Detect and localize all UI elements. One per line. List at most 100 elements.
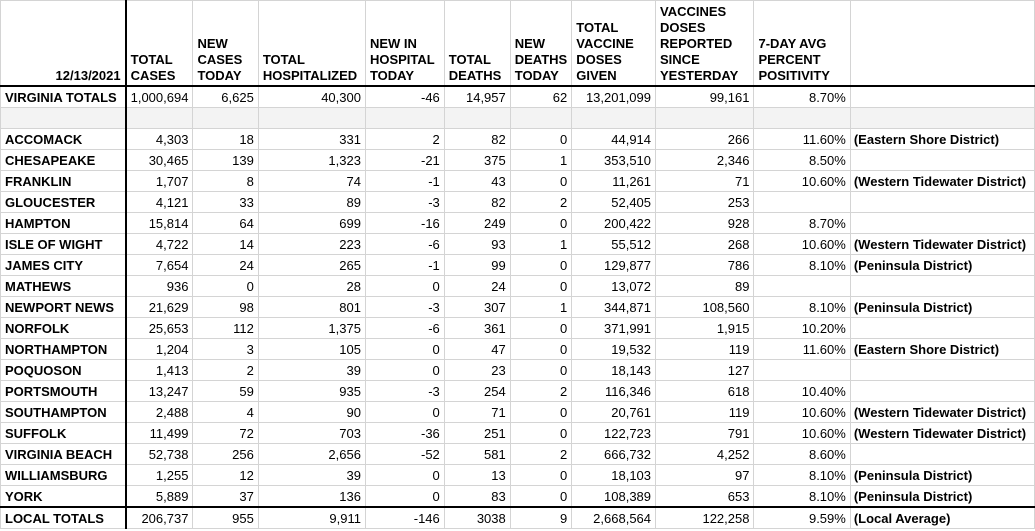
row-value[interactable]: -3 (364, 191, 445, 213)
row-value[interactable]: 344,871 (571, 296, 657, 318)
row-value[interactable]: 99 (443, 254, 511, 276)
row-value[interactable]: 1 (509, 296, 573, 318)
row-value[interactable]: 2 (509, 191, 573, 213)
row-value[interactable]: 265 (257, 254, 366, 276)
row-value[interactable]: 13,201,099 (571, 85, 657, 108)
row-value[interactable]: 200,422 (571, 212, 657, 234)
row-value[interactable]: 40,300 (257, 85, 366, 108)
row-note[interactable] (849, 85, 1035, 108)
row-value[interactable]: 24 (192, 254, 259, 276)
row-value[interactable]: 2,488 (124, 401, 194, 423)
row-value[interactable]: 8.60% (753, 443, 851, 465)
row-name[interactable]: ISLE OF WIGHT (0, 233, 127, 255)
row-value[interactable]: 43 (443, 170, 511, 192)
row-value[interactable]: 24 (443, 275, 511, 297)
row-value[interactable]: 136 (257, 485, 366, 508)
header-new-deaths-today[interactable]: NEW DEATHS TODAY (509, 0, 573, 87)
row-value[interactable]: -36 (364, 422, 445, 444)
row-value[interactable]: 10.20% (753, 317, 851, 339)
row-name[interactable]: SUFFOLK (0, 422, 127, 444)
row-value[interactable]: 581 (443, 443, 511, 465)
blank-cell[interactable] (443, 107, 511, 129)
row-value[interactable]: 11,499 (124, 422, 194, 444)
row-value[interactable]: 8 (192, 170, 259, 192)
row-value[interactable]: 89 (257, 191, 366, 213)
row-name[interactable]: MATHEWS (0, 275, 127, 297)
row-value[interactable]: 4,722 (124, 233, 194, 255)
row-value[interactable]: 4,252 (655, 443, 755, 465)
blank-cell[interactable] (364, 107, 445, 129)
row-value[interactable]: 98 (192, 296, 259, 318)
row-value[interactable]: 59 (192, 380, 259, 402)
row-value[interactable]: 2,668,564 (571, 506, 657, 529)
row-value[interactable]: 0 (192, 275, 259, 297)
blank-cell[interactable] (257, 107, 366, 129)
header-notes[interactable] (849, 0, 1035, 87)
row-value[interactable]: 0 (509, 254, 573, 276)
row-value[interactable]: 12 (192, 464, 259, 486)
row-value[interactable]: 1,204 (124, 338, 194, 360)
blank-cell[interactable] (849, 107, 1035, 129)
row-value[interactable]: 8.10% (753, 296, 851, 318)
row-value[interactable]: -46 (364, 85, 445, 108)
row-value[interactable]: 253 (655, 191, 755, 213)
row-value[interactable]: -6 (364, 317, 445, 339)
row-value[interactable]: 139 (192, 149, 259, 171)
row-value[interactable]: 105 (257, 338, 366, 360)
row-value[interactable]: 251 (443, 422, 511, 444)
row-value[interactable] (753, 275, 851, 297)
row-value[interactable]: 0 (364, 401, 445, 423)
row-name[interactable]: YORK (0, 485, 127, 508)
row-value[interactable]: 10.60% (753, 422, 851, 444)
row-value[interactable]: -3 (364, 296, 445, 318)
row-value[interactable]: 1,915 (655, 317, 755, 339)
row-note[interactable] (849, 275, 1035, 297)
row-name[interactable]: VIRGINIA BEACH (0, 443, 127, 465)
header-date[interactable]: 12/13/2021 (0, 0, 127, 87)
header-total-hospitalized[interactable]: TOTAL HOSPITALIZED (257, 0, 366, 87)
row-value[interactable]: 99,161 (655, 85, 755, 108)
row-value[interactable]: 0 (364, 275, 445, 297)
row-value[interactable]: 256 (192, 443, 259, 465)
row-value[interactable]: 71 (655, 170, 755, 192)
row-value[interactable]: 13 (443, 464, 511, 486)
row-name[interactable]: ACCOMACK (0, 128, 127, 150)
row-name[interactable]: GLOUCESTER (0, 191, 127, 213)
row-value[interactable]: 206,737 (124, 506, 194, 529)
row-name[interactable]: HAMPTON (0, 212, 127, 234)
row-value[interactable]: 64 (192, 212, 259, 234)
row-value[interactable]: 0 (364, 464, 445, 486)
row-note[interactable]: (Western Tidewater District) (849, 170, 1035, 192)
row-value[interactable]: 653 (655, 485, 755, 508)
row-value[interactable]: 5,889 (124, 485, 194, 508)
row-value[interactable]: -146 (364, 506, 445, 529)
header-new-in-hospital-today[interactable]: NEW IN HOSPITAL TODAY (364, 0, 445, 87)
row-value[interactable]: 2 (509, 380, 573, 402)
row-name[interactable]: JAMES CITY (0, 254, 127, 276)
row-value[interactable]: 108,560 (655, 296, 755, 318)
row-note[interactable] (849, 317, 1035, 339)
row-value[interactable]: 3 (192, 338, 259, 360)
row-value[interactable]: 15,814 (124, 212, 194, 234)
row-value[interactable]: 361 (443, 317, 511, 339)
row-note[interactable]: (Western Tidewater District) (849, 422, 1035, 444)
row-value[interactable]: 90 (257, 401, 366, 423)
row-note[interactable] (849, 380, 1035, 402)
row-value[interactable]: 93 (443, 233, 511, 255)
header-total-deaths[interactable]: TOTAL DEATHS (443, 0, 511, 87)
row-value[interactable]: 39 (257, 464, 366, 486)
row-value[interactable]: 8.10% (753, 464, 851, 486)
row-value[interactable]: 14 (192, 233, 259, 255)
row-value[interactable]: 18 (192, 128, 259, 150)
row-value[interactable]: 10.60% (753, 401, 851, 423)
row-value[interactable]: 0 (509, 275, 573, 297)
row-value[interactable]: 8.70% (753, 85, 851, 108)
header-positivity[interactable]: 7-DAY AVG PERCENT POSITIVITY (753, 0, 851, 87)
row-value[interactable]: 1,707 (124, 170, 194, 192)
row-name[interactable]: WILLIAMSBURG (0, 464, 127, 486)
row-value[interactable]: 116,346 (571, 380, 657, 402)
row-value[interactable]: 4,303 (124, 128, 194, 150)
row-value[interactable]: 82 (443, 191, 511, 213)
row-note[interactable]: (Peninsula District) (849, 296, 1035, 318)
row-value[interactable]: 18,103 (571, 464, 657, 486)
